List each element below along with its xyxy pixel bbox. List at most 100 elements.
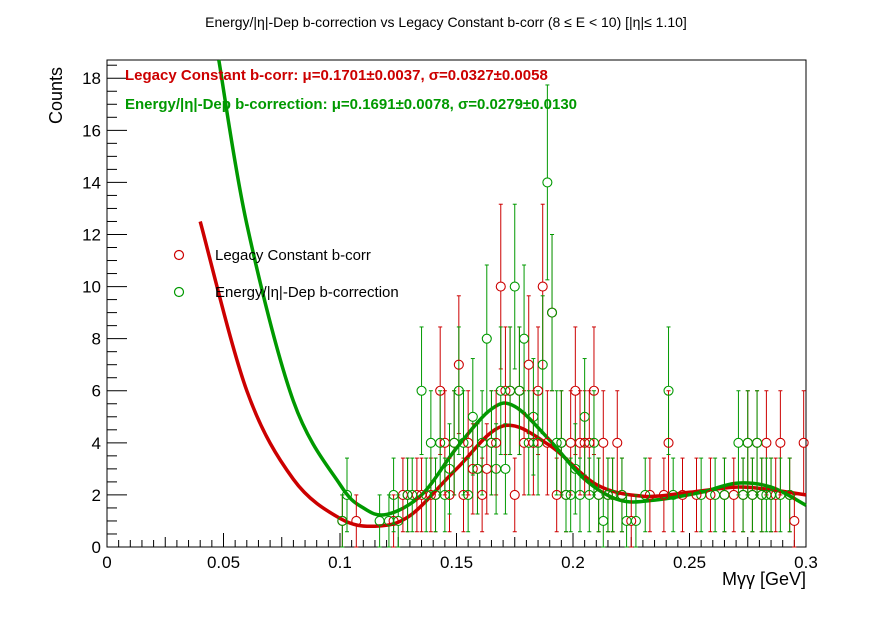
data-point-energy [588, 437, 600, 448]
data-point-legacy [425, 489, 436, 500]
data-point-energy [486, 437, 497, 448]
data-point-energy [500, 463, 511, 474]
data-point-legacy [626, 515, 637, 527]
chart-title: Energy/|η|-Dep b-correction vs Legacy Co… [205, 14, 687, 30]
y-tick-label: 2 [92, 486, 101, 505]
data-point-legacy [523, 359, 534, 370]
legend-marker-legacy [173, 249, 185, 261]
data-point-legacy [588, 385, 600, 396]
y-tick-label: 8 [92, 330, 101, 349]
y-tick-label: 4 [92, 434, 101, 453]
y-axis-ticks: 0 2 4 6 8 10 12 14 16 18 [82, 64, 127, 557]
data-point-legacy [477, 489, 488, 500]
data-point-energy [668, 489, 679, 500]
data-point-energy [560, 489, 572, 500]
y-tick-label: 12 [82, 225, 101, 244]
data-point-energy [733, 437, 744, 448]
y-axis-label: Counts [46, 67, 66, 124]
fit-curves [198, 59, 807, 529]
data-point-energy [472, 463, 483, 474]
x-tick-label: 0.1 [328, 553, 352, 572]
data-point-legacy [467, 463, 478, 474]
data-point-legacy [500, 385, 511, 396]
data-point-energy [444, 463, 455, 474]
data-point-legacy [495, 281, 506, 292]
data-point-energy [663, 385, 674, 396]
data-point-legacy [435, 385, 446, 396]
data-point-legacy [351, 515, 362, 527]
x-tick-label: 0.05 [207, 553, 240, 572]
data-point-energy [435, 437, 446, 448]
data-point-energy [528, 411, 539, 422]
data-point-energy [453, 385, 464, 396]
error-bars [340, 84, 806, 548]
x-tick-label: 0.25 [673, 553, 706, 572]
data-point-energy [719, 489, 730, 500]
data-point-energy [579, 411, 590, 422]
data-point-energy [542, 177, 553, 188]
data-point-energy [616, 489, 627, 500]
data-point-energy [537, 359, 548, 370]
data-point-legacy [761, 437, 772, 448]
data-markers [337, 177, 809, 527]
data-point-legacy [537, 281, 548, 292]
data-point-legacy [798, 437, 809, 448]
x-axis-label: Mγγ [GeV] [722, 569, 806, 589]
x-tick-label: 0.15 [440, 553, 473, 572]
stat-energy: Energy/|η|-Dep b-correction: μ=0.1691±0.… [125, 96, 577, 113]
data-point-energy [509, 281, 520, 292]
data-point-energy [374, 515, 385, 527]
data-point-energy [630, 515, 641, 527]
data-point-legacy [444, 489, 455, 500]
data-point-legacy [584, 437, 595, 448]
data-point-energy [467, 411, 478, 422]
data-point-energy [519, 333, 530, 344]
data-point-energy [463, 489, 474, 500]
data-point-legacy [481, 463, 492, 474]
y-tick-label: 6 [92, 382, 101, 401]
y-tick-label: 18 [82, 69, 101, 88]
data-point-energy [696, 489, 707, 500]
legend: Legacy Constant b-corr Energy/|η|-Dep b-… [173, 247, 399, 301]
data-point-energy [532, 437, 544, 448]
data-point-legacy [663, 437, 674, 448]
data-point-legacy [463, 437, 474, 448]
y-tick-label: 10 [82, 278, 101, 297]
data-point-energy [551, 437, 562, 448]
data-point-energy [752, 437, 763, 448]
x-tick-label: 0.2 [561, 553, 585, 572]
data-point-energy [402, 489, 413, 500]
data-point-legacy [789, 515, 800, 527]
data-point-energy [388, 489, 399, 500]
data-point-legacy [565, 437, 576, 448]
data-point-energy [570, 463, 581, 474]
legend-marker-energy [173, 286, 185, 298]
data-point-legacy [612, 437, 623, 448]
data-point-energy [407, 489, 418, 500]
data-point-energy [602, 489, 614, 500]
data-point-legacy [644, 489, 655, 500]
data-point-energy [439, 489, 450, 500]
data-point-legacy [491, 437, 502, 448]
data-point-energy [598, 515, 609, 527]
data-point-legacy [458, 489, 469, 500]
data-point-energy [514, 385, 525, 396]
fit-curve-energy [217, 59, 807, 517]
legend-label-energy: Energy/|η|-Dep b-correction [215, 284, 399, 301]
data-point-energy [556, 437, 567, 448]
data-point-energy [761, 489, 772, 500]
data-point-energy [416, 385, 427, 396]
data-point-energy [393, 515, 404, 527]
data-point-energy [341, 489, 353, 500]
data-point-energy [337, 515, 348, 527]
data-point-legacy [691, 489, 702, 500]
data-point-energy [425, 437, 436, 448]
data-point-energy [449, 437, 460, 448]
y-tick-label: 16 [82, 121, 101, 140]
data-point-energy [481, 333, 492, 344]
x-tick-label: 0 [102, 553, 111, 572]
data-point-energy [458, 437, 469, 448]
data-point-legacy [570, 385, 581, 396]
data-point-legacy [453, 359, 464, 370]
